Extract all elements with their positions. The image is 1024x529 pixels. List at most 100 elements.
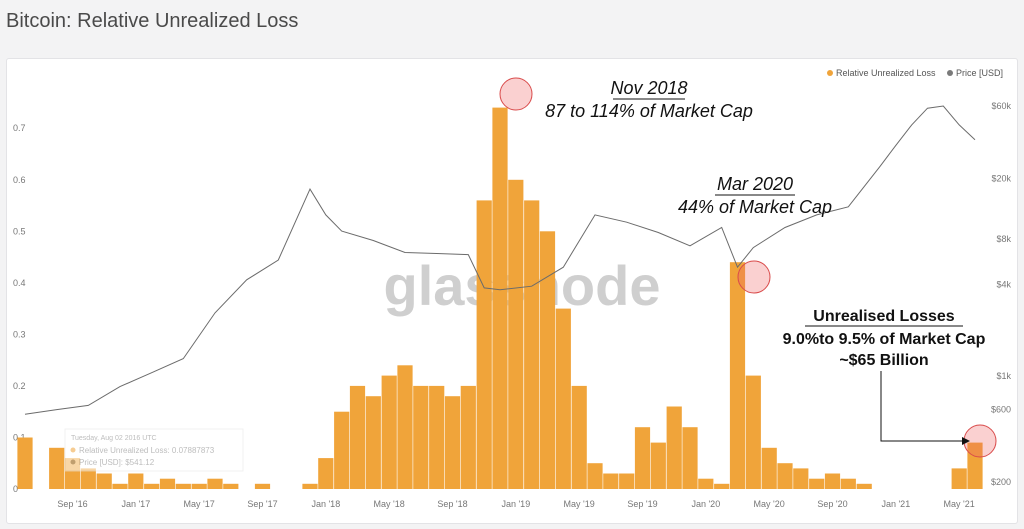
annotation-may2021-title: Unrealised Losses (813, 308, 955, 325)
loss-bar (159, 478, 176, 489)
loss-bar (492, 107, 508, 489)
loss-bar (682, 427, 698, 489)
y-right-tick-label: $1k (996, 371, 1011, 381)
y-right-tick-label: $20k (991, 173, 1011, 183)
tooltip-date: Tuesday, Aug 02 2016 UTC (71, 435, 157, 442)
loss-bar (714, 483, 730, 489)
annotation-arrowhead (962, 437, 970, 445)
price-line (24, 105, 976, 415)
annotation-mar2020-subtitle: 44% of Market Cap (678, 197, 832, 217)
loss-bar (476, 200, 492, 489)
legend-label-price[interactable]: Price [USD] (956, 68, 1003, 78)
y-left-tick-label: 0.5 (13, 226, 26, 236)
loss-bar (603, 473, 619, 489)
loss-bar (365, 396, 381, 489)
right-y-axis: $200 $600 $1k $4k $8k $20k $60k (991, 101, 1012, 487)
loss-bar (429, 385, 445, 489)
tooltip-row-loss: Relative Unrealized Loss: 0.07887873 (79, 446, 215, 455)
page-title: Bitcoin: Relative Unrealized Loss (6, 10, 299, 32)
annotation-may2021-line2: ~$65 Billion (839, 352, 928, 369)
loss-bar (334, 411, 350, 489)
legend-label-loss[interactable]: Relative Unrealized Loss (836, 68, 936, 78)
loss-bar (824, 473, 841, 489)
y-right-tick-label: $60k (991, 101, 1011, 111)
x-axis: Sep '16 Jan '17 May '17 Sep '17 Jan '18 May '… (57, 499, 974, 509)
y-right-tick-label: $4k (996, 280, 1011, 290)
annotation-mar2020-title: Mar 2020 (717, 174, 793, 194)
x-tick-label: Jan '20 (691, 499, 720, 509)
loss-bar (587, 463, 603, 489)
loss-bar (539, 231, 556, 490)
highlight-circle-mar2020 (737, 260, 771, 294)
loss-bar (460, 385, 476, 489)
x-tick-label: Sep '16 (57, 499, 87, 509)
y-right-tick-label: $600 (991, 405, 1011, 415)
y-right-tick-label: $8k (996, 234, 1011, 244)
tooltip-swatch-loss (70, 447, 76, 453)
loss-bar (666, 406, 682, 489)
loss-bar (761, 447, 777, 489)
loss-bar (619, 473, 635, 489)
loss-bar (191, 483, 207, 489)
loss-bar (17, 437, 33, 489)
tooltip: Tuesday, Aug 02 2016 UTC Relative Unreal… (64, 428, 244, 472)
loss-bar (571, 385, 587, 489)
loss-bar (349, 385, 366, 489)
loss-bars (17, 107, 983, 490)
loss-bar (49, 447, 65, 489)
loss-bar (745, 375, 761, 489)
loss-bar (508, 179, 524, 490)
x-tick-label: Jan '17 (121, 499, 150, 509)
chart-card: glassnode Relative Unrealized Loss Price… (6, 58, 1018, 524)
loss-bar (254, 483, 271, 489)
loss-bar (112, 483, 128, 489)
x-tick-label: May '17 (184, 499, 215, 509)
x-tick-label: Sep '18 (437, 499, 467, 509)
loss-bar (444, 396, 461, 489)
loss-bar (302, 483, 318, 489)
loss-bar (144, 483, 160, 489)
y-left-tick-label: 0.3 (13, 329, 26, 339)
x-tick-label: May '18 (374, 499, 405, 509)
loss-bar (96, 473, 112, 489)
tooltip-row-price: Price [USD]: $541.12 (79, 458, 155, 467)
x-tick-label: Sep '20 (817, 499, 847, 509)
annotation-nov2018-subtitle: 87 to 114% of Market Cap (545, 101, 753, 121)
tooltip-box (64, 428, 244, 472)
loss-bar (840, 478, 856, 489)
annotation-may2021-line1: 9.0%to 9.5% of Market Cap (783, 331, 986, 348)
annotation-arrow-line (880, 371, 962, 442)
loss-bar (634, 427, 651, 489)
loss-bar (80, 468, 96, 489)
y-left-tick-label: 0.7 (13, 123, 26, 133)
loss-bar (397, 365, 413, 489)
loss-bar (128, 473, 144, 489)
legend-swatch-loss (827, 70, 833, 76)
x-tick-label: Sep '17 (247, 499, 277, 509)
loss-bar (698, 478, 714, 489)
x-tick-label: May '19 (564, 499, 595, 509)
loss-bar (809, 478, 825, 489)
loss-bar (223, 483, 239, 489)
x-tick-label: Jan '21 (881, 499, 910, 509)
loss-bar (555, 308, 571, 489)
loss-bar (524, 200, 540, 489)
x-tick-label: May '20 (754, 499, 785, 509)
y-left-tick-label: 0.6 (13, 175, 26, 185)
left-y-axis: 0 0.1 0.2 0.3 0.4 0.5 0.6 0.7 (13, 123, 26, 494)
x-tick-label: Sep '19 (627, 499, 657, 509)
y-left-tick-label: 0.2 (13, 381, 26, 391)
legend: Relative Unrealized Loss Price [USD] (827, 68, 1003, 78)
loss-bar (413, 385, 429, 489)
loss-bar (777, 463, 793, 489)
loss-bar (856, 483, 872, 489)
loss-bar (381, 375, 397, 489)
loss-bar (729, 262, 746, 489)
y-left-tick-label: 0.4 (13, 278, 26, 288)
y-left-tick-label: 0.1 (13, 432, 26, 442)
chart-svg: glassnode Relative Unrealized Loss Price… (13, 68, 1012, 509)
highlight-circle-nov2018 (499, 77, 533, 111)
x-tick-label: Jan '18 (311, 499, 340, 509)
legend-swatch-price (947, 70, 953, 76)
loss-bar (207, 478, 223, 489)
